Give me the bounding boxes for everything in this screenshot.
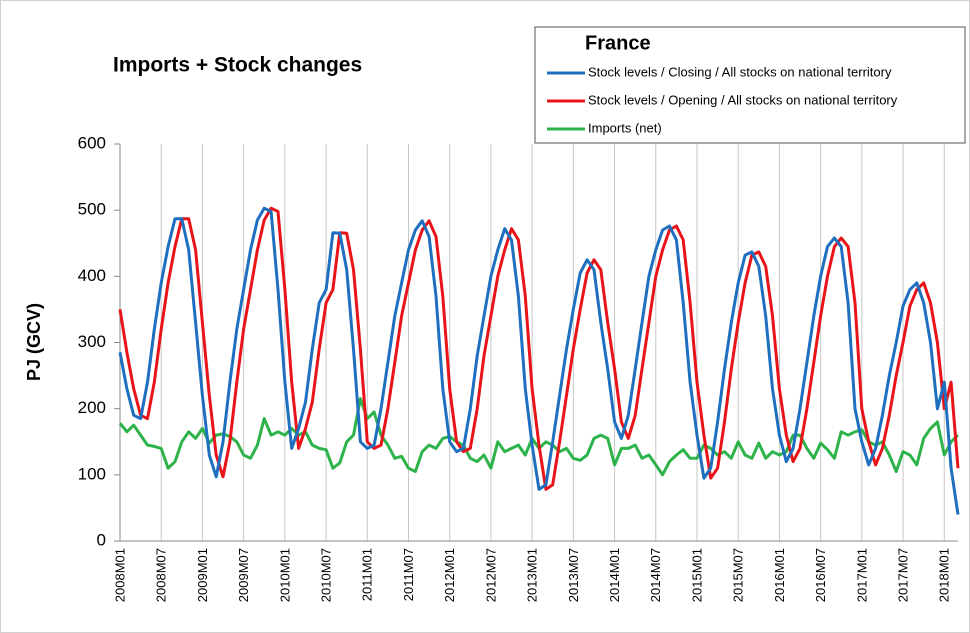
x-tick-label: 2012M07 xyxy=(483,548,498,602)
x-tick-label: 2015M07 xyxy=(731,548,746,602)
x-tick-label: 2016M07 xyxy=(813,548,828,602)
legend-label: Stock levels / Closing / All stocks on n… xyxy=(588,64,892,79)
y-tick-label: 500 xyxy=(78,200,106,219)
x-tick-label: 2012M01 xyxy=(442,548,457,602)
x-tick-label: 2008M01 xyxy=(112,548,127,602)
x-tick-label: 2009M07 xyxy=(236,548,251,602)
x-tick-label: 2011M01 xyxy=(360,548,375,601)
legend-title: France xyxy=(585,32,651,54)
y-tick-label: 0 xyxy=(97,530,106,549)
x-tick-label: 2018M01 xyxy=(937,548,952,602)
x-tick-label: 2015M01 xyxy=(689,548,704,602)
series-line xyxy=(118,206,960,491)
legend-box xyxy=(534,26,966,144)
x-tick-label: 2013M07 xyxy=(566,548,581,602)
x-tick-label: 2010M01 xyxy=(277,548,292,602)
y-tick-label: 100 xyxy=(78,464,106,483)
x-tick-label: 2014M01 xyxy=(607,548,622,602)
legend-label: Imports (net) xyxy=(588,120,662,135)
y-tick-label: 200 xyxy=(78,398,106,417)
legend-label: Stock levels / Opening / All stocks on n… xyxy=(588,92,898,107)
x-tick-label: 2008M07 xyxy=(154,548,169,602)
x-tick-label: 2017M07 xyxy=(895,548,910,602)
chart-title: Imports + Stock changes xyxy=(113,54,362,77)
x-tick-label: 2013M01 xyxy=(525,548,540,602)
y-tick-label: 600 xyxy=(78,133,106,152)
x-tick-label: 2010M07 xyxy=(319,548,334,602)
y-tick-label: 300 xyxy=(78,332,106,351)
x-tick-label: 2011M07 xyxy=(401,548,416,601)
series-line xyxy=(118,206,960,515)
y-axis-label: PJ (GCV) xyxy=(24,303,44,381)
x-tick-label: 2016M01 xyxy=(772,548,787,602)
x-tick-label: 2009M01 xyxy=(195,548,210,602)
x-tick-label: 2017M01 xyxy=(854,548,869,602)
y-tick-label: 400 xyxy=(78,266,106,285)
x-tick-label: 2014M07 xyxy=(648,548,663,602)
